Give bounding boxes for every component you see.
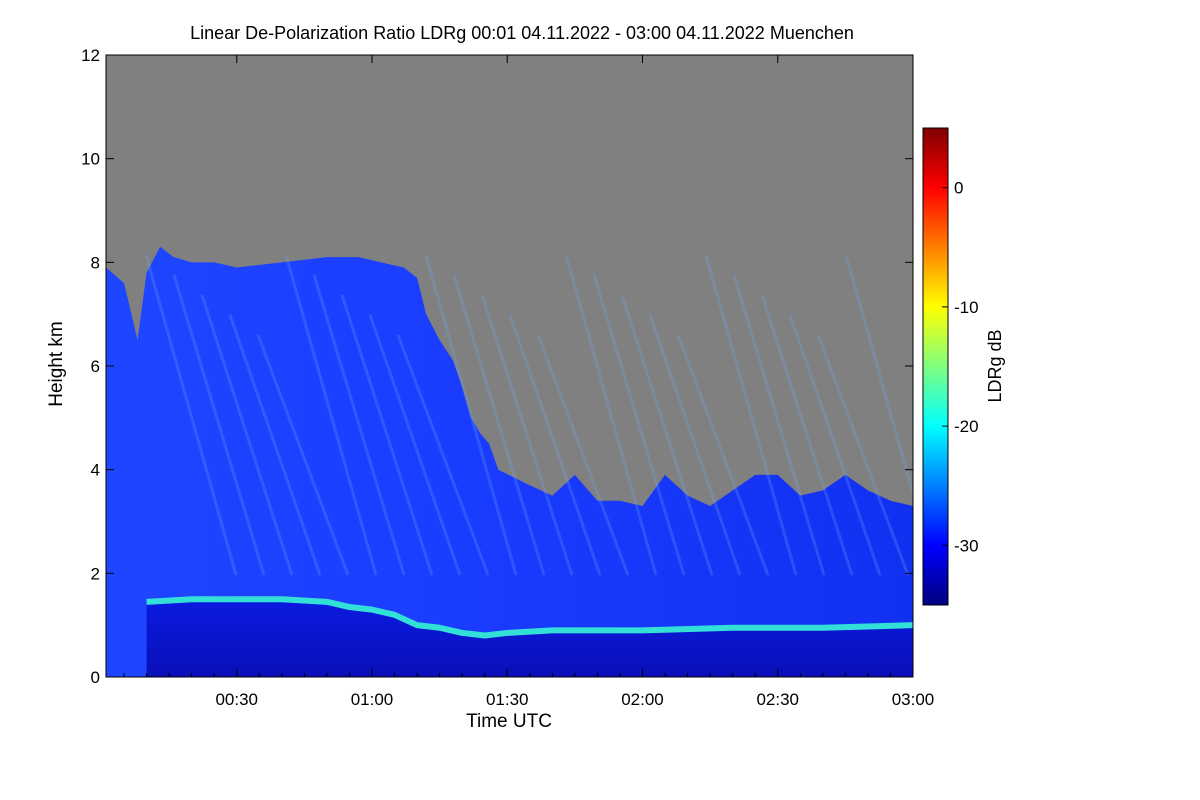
- fallstreak-texture: [144, 254, 913, 576]
- fallstreak-line: [396, 334, 490, 576]
- melting-layer-band: [146, 596, 913, 639]
- y-tick-label: 10: [81, 150, 100, 169]
- x-axis-ticks: 00:30 01:00 01:30 02:00 02:30 03:00: [123, 55, 935, 709]
- fallstreak-line: [788, 314, 882, 576]
- fallstreak-line: [536, 334, 630, 576]
- fallstreak-line: [256, 334, 350, 576]
- x-tick-label: 03:00: [892, 690, 935, 709]
- fallstreak-line: [172, 274, 266, 576]
- colorbar-label: LDRg dB: [985, 329, 1005, 402]
- fallstreak-line: [312, 274, 406, 576]
- fallstreak-line: [592, 274, 686, 576]
- fallstreak-line: [508, 314, 602, 576]
- y-tick-label: 4: [91, 461, 100, 480]
- y-axis-label: Height km: [46, 321, 67, 407]
- colorbar: [922, 127, 949, 606]
- y-tick-label: 0: [91, 668, 100, 687]
- fallstreak-line: [704, 254, 798, 576]
- plot-area: [106, 55, 913, 677]
- cloud-region: [106, 246, 913, 677]
- colorbar-tick-label: -30: [954, 536, 979, 555]
- y-axis-ticks: 0 2 4 6 8 10 12: [81, 46, 913, 687]
- fallstreak-line: [284, 254, 378, 576]
- fallstreak-line: [760, 294, 854, 576]
- x-tick-label: 01:30: [486, 690, 529, 709]
- fallstreak-line: [452, 274, 546, 576]
- fallstreak-line: [228, 314, 322, 576]
- x-tick-label: 02:30: [756, 690, 799, 709]
- colorbar-tick-label: -20: [954, 417, 979, 436]
- fallstreak-line: [340, 294, 434, 576]
- fallstreak-line: [424, 254, 518, 576]
- fallstreak-line: [480, 294, 574, 576]
- y-tick-label: 8: [91, 253, 100, 272]
- x-tick-label: 01:00: [351, 690, 394, 709]
- fallstreak-line: [732, 274, 826, 576]
- colorbar-ticks: 0 -10 -20 -30: [942, 179, 979, 555]
- x-axis-label: Time UTC: [466, 711, 552, 732]
- x-tick-label: 02:00: [621, 690, 664, 709]
- colorbar-tick-label: -10: [954, 298, 979, 317]
- x-tick-label: 00:30: [215, 690, 258, 709]
- fallstreak-line: [648, 314, 742, 576]
- fallstreak-line: [816, 334, 910, 576]
- fallstreak-line: [144, 254, 238, 576]
- chart-title: Linear De-Polarization Ratio LDRg 00:01 …: [190, 23, 854, 43]
- fallstreak-line: [620, 294, 714, 576]
- below-melting-layer-region: [146, 599, 913, 677]
- fallstreak-line: [676, 334, 770, 576]
- colorbar-tick-label: 0: [954, 179, 963, 198]
- fallstreak-line: [844, 254, 913, 499]
- y-tick-label: 6: [91, 357, 100, 376]
- fallstreak-line: [564, 254, 658, 576]
- y-tick-label: 2: [91, 564, 100, 583]
- fallstreak-line: [368, 314, 462, 576]
- fallstreak-line: [200, 294, 294, 576]
- y-tick-label: 12: [81, 46, 100, 65]
